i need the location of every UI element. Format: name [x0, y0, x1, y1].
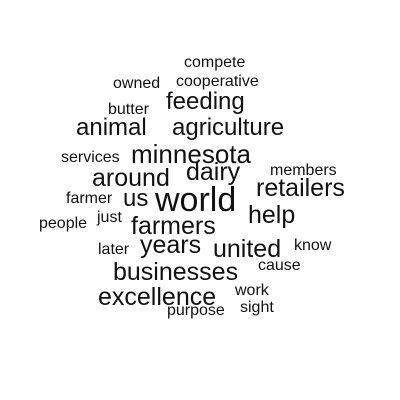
word-feeding: feeding — [166, 88, 245, 115]
word-agriculture: agriculture — [172, 114, 285, 141]
word-animal: animal — [76, 114, 147, 141]
word-world: world — [155, 181, 237, 219]
word-businesses: businesses — [113, 258, 239, 286]
word-work: work — [235, 282, 269, 299]
word-farmers: farmers — [131, 212, 216, 240]
word-united: united — [213, 235, 282, 263]
word-farmer: farmer — [66, 190, 113, 207]
word-purpose: purpose — [167, 302, 225, 319]
word-around: around — [92, 164, 170, 192]
word-us: us — [123, 185, 149, 212]
word-help: help — [248, 201, 296, 229]
word-cooperative: cooperative — [176, 73, 259, 90]
word-just: just — [97, 209, 122, 226]
word-years: years — [140, 231, 202, 259]
word-compete: compete — [184, 54, 246, 71]
word-later: later — [98, 241, 130, 258]
word-know: know — [294, 237, 332, 254]
word-butter: butter — [108, 101, 149, 118]
word-dairy: dairy — [186, 158, 241, 186]
word-minnesota: minnesota — [131, 139, 251, 169]
word-retailers: retailers — [256, 174, 345, 202]
word-members: members — [270, 162, 337, 179]
word-people: people — [39, 215, 88, 232]
word-cause: cause — [258, 257, 301, 274]
word-excellence: excellence — [98, 283, 217, 311]
word-sight: sight — [240, 299, 274, 316]
word-services: services — [61, 149, 120, 166]
word-owned: owned — [113, 75, 161, 92]
